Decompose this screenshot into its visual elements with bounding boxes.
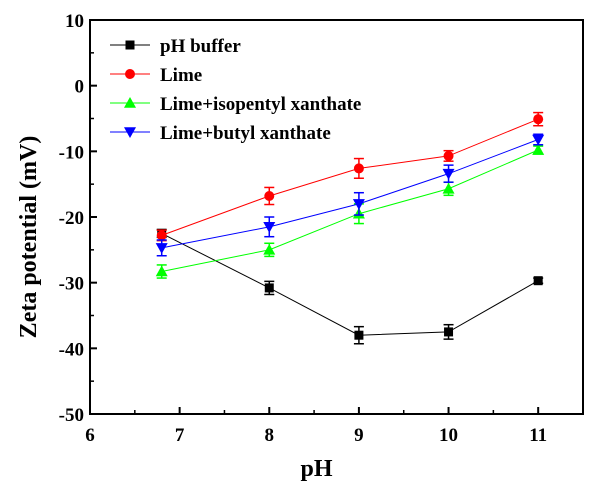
data-point bbox=[264, 283, 274, 293]
series-line bbox=[161, 232, 539, 336]
legend-entry: Lime bbox=[110, 65, 202, 86]
series-line bbox=[161, 149, 539, 272]
x-tick-label: 11 bbox=[529, 425, 547, 446]
legend-marker bbox=[124, 127, 136, 138]
legend-marker bbox=[124, 97, 136, 108]
data-point bbox=[155, 265, 168, 277]
x-tick-label: 7 bbox=[175, 425, 185, 446]
data-point bbox=[156, 230, 167, 241]
legend-label: Lime bbox=[160, 65, 202, 86]
data-point bbox=[533, 276, 543, 286]
data-point bbox=[442, 168, 455, 180]
data-point bbox=[354, 330, 364, 340]
legend-entry: Lime+butyl xanthate bbox=[110, 123, 331, 144]
x-axis-title: pH bbox=[300, 456, 332, 482]
data-point bbox=[442, 182, 455, 194]
series-0 bbox=[156, 228, 544, 345]
data-point bbox=[353, 163, 364, 174]
legend-label: Lime+butyl xanthate bbox=[160, 123, 331, 144]
data-point bbox=[532, 134, 545, 146]
y-tick-label: 0 bbox=[75, 77, 85, 98]
data-point bbox=[444, 327, 454, 337]
data-point bbox=[155, 243, 168, 254]
x-tick-label: 8 bbox=[265, 425, 275, 446]
data-point bbox=[352, 199, 365, 210]
data-point bbox=[264, 190, 275, 201]
legend-label: Lime+isopentyl xanthate bbox=[160, 94, 361, 115]
data-point bbox=[443, 150, 454, 161]
series-line bbox=[161, 139, 539, 249]
y-tick-label: 10 bbox=[65, 11, 84, 32]
legend-entry: pH buffer bbox=[110, 36, 241, 57]
y-tick-label: -20 bbox=[59, 208, 84, 229]
series-1 bbox=[156, 111, 544, 242]
y-tick-label: -30 bbox=[59, 274, 84, 295]
data-point bbox=[533, 114, 544, 125]
data-point bbox=[532, 144, 545, 155]
data-point bbox=[263, 243, 276, 255]
legend-marker bbox=[125, 40, 135, 50]
series-layer bbox=[155, 111, 545, 345]
x-tick-label: 10 bbox=[439, 425, 458, 446]
series-2 bbox=[155, 144, 545, 279]
y-tick-label: -10 bbox=[59, 142, 84, 163]
data-point bbox=[263, 222, 276, 233]
y-tick-label: -40 bbox=[59, 339, 84, 360]
y-tick-label: -50 bbox=[59, 405, 84, 426]
legend: pH buffer Lime Lime+isopentyl xanthate Lime… bbox=[110, 36, 361, 144]
legend-entry: Lime+isopentyl xanthate bbox=[110, 94, 361, 115]
x-tick-label: 9 bbox=[354, 425, 364, 446]
x-axis: 6 7 8 9 10 11 bbox=[85, 407, 547, 446]
legend-label: pH buffer bbox=[160, 36, 241, 57]
legend-marker bbox=[125, 69, 135, 79]
series-3 bbox=[155, 133, 545, 257]
x-tick-label: 6 bbox=[85, 425, 95, 446]
y-axis: -50 -40 -30 -20 -10 0 10 bbox=[59, 11, 97, 426]
y-axis-title: Zeta potential (mV) bbox=[16, 136, 42, 339]
